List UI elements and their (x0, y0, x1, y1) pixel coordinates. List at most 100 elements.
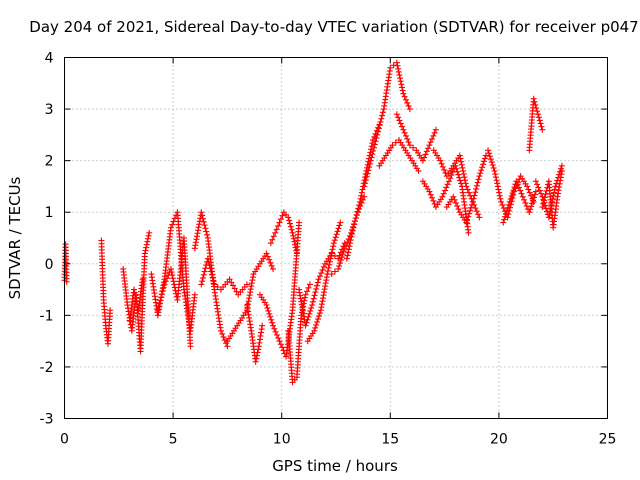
data-point (401, 93, 408, 100)
data-point (539, 126, 546, 133)
data-point (263, 302, 270, 309)
data-point (402, 96, 409, 103)
data-point (359, 186, 366, 193)
data-point (533, 105, 540, 112)
data-point (304, 288, 311, 295)
data-point (422, 151, 429, 158)
data-point (328, 252, 335, 259)
data-point (404, 99, 411, 106)
data-point (203, 228, 210, 235)
data-point (374, 131, 381, 138)
data-point (214, 283, 221, 290)
data-point (527, 206, 534, 213)
data-point (208, 271, 215, 278)
data-point (354, 208, 361, 215)
data-point (536, 187, 543, 194)
data-point (515, 184, 522, 191)
data-point (524, 183, 531, 190)
data-point (535, 114, 542, 121)
data-point (443, 184, 450, 191)
data-point (405, 139, 412, 146)
data-point (292, 244, 299, 251)
data-point (442, 187, 449, 194)
data-point (448, 172, 455, 179)
data-point (462, 180, 469, 187)
data-point (288, 226, 295, 233)
data-point (191, 291, 198, 298)
data-point (199, 274, 206, 281)
data-point (513, 178, 520, 185)
data-point (269, 236, 276, 243)
data-point (471, 201, 478, 208)
data-point (347, 240, 354, 247)
data-point (316, 310, 323, 317)
data-point (340, 248, 347, 255)
data-point (517, 187, 524, 194)
data-point (204, 255, 211, 262)
data-point (336, 222, 343, 229)
data-point (269, 319, 276, 326)
data-point (344, 252, 351, 259)
data-point (419, 157, 426, 164)
data-point (429, 194, 436, 201)
data-point (481, 155, 488, 162)
data-point (439, 193, 446, 200)
data-point (402, 132, 409, 139)
data-point (217, 327, 224, 334)
data-point (305, 284, 312, 291)
data-point (168, 269, 175, 276)
data-point (329, 246, 336, 253)
data-point (479, 164, 486, 171)
data-point (464, 216, 471, 223)
data-point (267, 240, 274, 247)
data-point (423, 148, 430, 155)
x-tick-label: 15 (381, 432, 399, 448)
x-tick-label: 0 (60, 432, 69, 448)
data-point (143, 244, 150, 251)
data-point (493, 177, 500, 184)
data-point (401, 129, 408, 136)
data-point (456, 152, 463, 159)
data-point (371, 144, 378, 151)
data-point (331, 237, 338, 244)
data-point (400, 90, 407, 97)
data-point (279, 212, 286, 219)
data-point (350, 224, 357, 231)
y-axis-title: SDTVAR / TECUs (6, 176, 24, 299)
data-point (463, 183, 470, 190)
data-point (267, 313, 274, 320)
data-point (406, 106, 413, 113)
data-point (187, 343, 194, 350)
data-point (202, 225, 209, 232)
y-tick-label: -1 (40, 308, 54, 324)
chart-title: Day 204 of 2021, Sidereal Day-to-day VTE… (29, 18, 638, 36)
data-point (491, 167, 498, 174)
data-point (365, 167, 372, 174)
data-point (333, 231, 340, 238)
data-point (326, 261, 333, 268)
data-point (366, 160, 373, 167)
data-point (457, 155, 464, 162)
data-point (415, 167, 422, 174)
data-point (551, 186, 558, 193)
data-point (519, 193, 526, 200)
data-point (540, 197, 547, 204)
data-point (406, 142, 413, 149)
data-point (270, 322, 277, 329)
data-point (286, 220, 293, 227)
data-point (550, 192, 557, 199)
data-point (226, 276, 233, 283)
data-point (395, 114, 402, 121)
y-tick-labels: -3 -2 -1 0 1 2 3 4 (40, 51, 54, 428)
data-point (537, 120, 544, 127)
data-point (157, 297, 164, 304)
data-point (452, 199, 459, 206)
data-point (230, 282, 237, 289)
data-point (146, 229, 153, 236)
data-point (364, 170, 371, 177)
data-point (169, 221, 176, 228)
data-point (375, 128, 382, 135)
data-point (341, 245, 348, 252)
data-point (497, 195, 504, 202)
